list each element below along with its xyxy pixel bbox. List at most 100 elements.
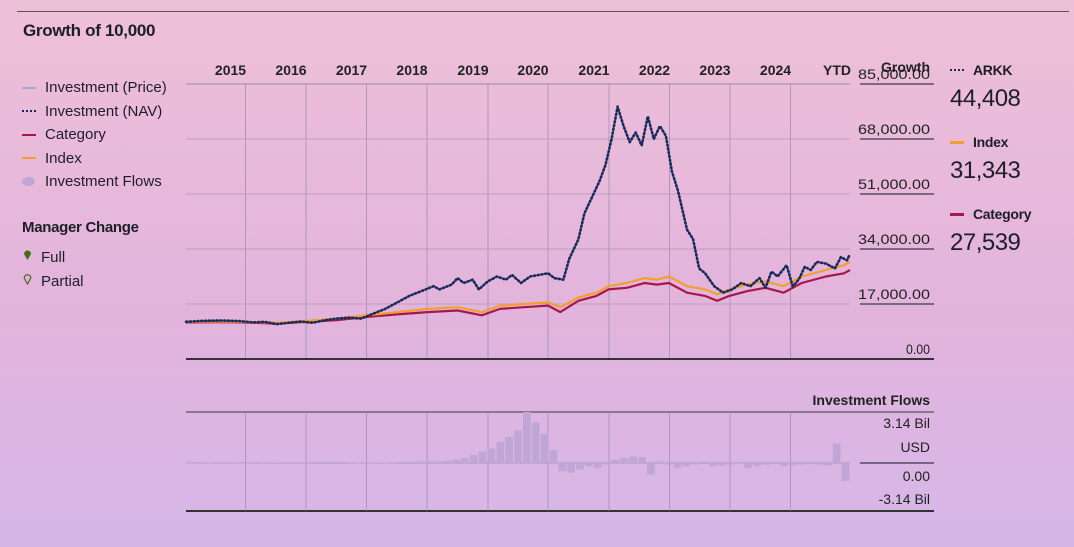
growth-y-tick-label: 0.00 [906, 341, 930, 357]
flow-bar [514, 430, 522, 463]
legend-item-investment-price: Investment (Price) [22, 76, 167, 100]
flow-bar [478, 451, 487, 463]
manager-change-partial: Partial [22, 270, 84, 294]
flow-bar [381, 462, 390, 464]
flow-bar [407, 461, 416, 463]
flow-bar [319, 462, 328, 463]
manager-change-label: Partial [41, 273, 84, 290]
flow-bar [815, 463, 823, 465]
growth-x-tick-label: 2023 [699, 62, 730, 78]
ending-category-value: 27,539 [950, 229, 1021, 256]
flow-bar [487, 448, 496, 463]
flow-bar [275, 462, 283, 463]
flow-bar [284, 462, 292, 463]
flow-bar [602, 463, 611, 465]
flow-bar [824, 463, 832, 466]
flow-bar [469, 454, 478, 463]
flow-bar [655, 461, 664, 463]
arkk-dotted-swatch [950, 69, 964, 71]
growth-axis-labels: 85,000.00 68,000.00 51,000.00 34,000.00 17,0… [215, 59, 930, 357]
flows-y-tick-label: -3.14 Bil [879, 491, 930, 507]
flow-bar [461, 458, 469, 463]
ending-label: Index [973, 134, 1009, 150]
ending-index-value: 31,343 [950, 157, 1021, 184]
flow-bar [753, 463, 761, 467]
flow-bar [708, 463, 717, 467]
flow-bar [806, 463, 814, 464]
flow-bar [337, 462, 345, 463]
growth-y-tick-label: 51,000.00 [858, 176, 930, 192]
flow-bar [788, 463, 797, 466]
flow-bar [558, 463, 567, 472]
legend-item-investment-flows: Investment Flows [22, 170, 167, 194]
flow-bar [354, 462, 363, 464]
flow-bar [496, 441, 505, 463]
legend-item-investment-nav: Investment (NAV) [22, 100, 167, 124]
flow-bar [452, 459, 460, 463]
growth-x-tick-label: 2015 [215, 62, 246, 78]
manager-change-label: Full [41, 249, 66, 266]
manager-change-title: Manager Change [22, 219, 139, 236]
flows-axis-labels: Investment Flows 3.14 Bil USD 0.00 -3.14 Bil [813, 392, 931, 507]
flow-bar [567, 463, 575, 473]
ending-category-header: Category [950, 204, 1032, 224]
index-line-swatch [950, 140, 964, 144]
flow-bar [540, 433, 549, 463]
flow-bar [222, 462, 230, 464]
flow-bar [735, 463, 744, 464]
flows-y-tick-label: 3.14 Bil [883, 415, 930, 431]
flow-bar [717, 463, 726, 466]
flows-unit-label: USD [900, 439, 930, 455]
flow-bar [841, 463, 850, 481]
flow-bar [230, 462, 239, 464]
flow-bar [770, 463, 779, 464]
top-rule [17, 11, 1069, 12]
flow-bar [682, 463, 691, 467]
growth-x-tick-label: 2021 [578, 62, 609, 78]
growth-y-tick-label: 68,000.00 [858, 121, 930, 137]
flow-bar [700, 461, 708, 463]
flows-y-tick-label: 0.00 [903, 468, 930, 484]
growth-x-tick-label: 2019 [457, 62, 488, 78]
ending-label: Category [973, 206, 1032, 222]
index-line-swatch [22, 157, 36, 160]
flow-bar [416, 461, 425, 463]
flow-bar [248, 462, 257, 464]
ending-index-header: Index [950, 132, 1031, 152]
growth-grid [186, 83, 934, 360]
legend-label: Category [45, 126, 106, 143]
flow-bar [664, 463, 673, 465]
flow-bar [310, 462, 319, 463]
filled-pin-icon [22, 246, 32, 270]
ending-values-legend: ARKK 44,408 Index 31,343 Category 27,539 [950, 60, 1032, 276]
growth-lines [184, 105, 852, 326]
flow-bar [443, 460, 451, 463]
series-legend: Investment (Price) Investment (NAV) Cate… [22, 76, 167, 194]
price-line-swatch [22, 86, 36, 89]
flow-bar [195, 463, 204, 464]
flow-bar [186, 463, 195, 464]
flow-bar [257, 462, 266, 464]
flow-bar [762, 463, 770, 465]
growth-axis-title: Growth [881, 59, 930, 75]
growth-x-tick-label: 2024 [760, 62, 791, 78]
growth-y-tick-label: 34,000.00 [858, 231, 930, 247]
flow-bar [691, 463, 699, 465]
flow-bar [832, 443, 841, 463]
manager-change-full: Full [22, 246, 84, 270]
series-line-nav [184, 105, 852, 326]
category-line-swatch [22, 133, 36, 136]
flow-bar [797, 463, 806, 465]
legend-item-category: Category [22, 123, 167, 147]
outline-pin-icon [22, 270, 32, 294]
manager-change-legend: Full Partial [22, 246, 84, 294]
flow-bar [726, 463, 735, 465]
flow-bar [399, 462, 407, 463]
flow-bar [593, 463, 602, 468]
flow-bar [328, 462, 336, 463]
flow-bar [434, 461, 443, 463]
flow-bar [523, 412, 531, 463]
flow-bar [611, 459, 620, 463]
flow-bar [779, 463, 788, 467]
